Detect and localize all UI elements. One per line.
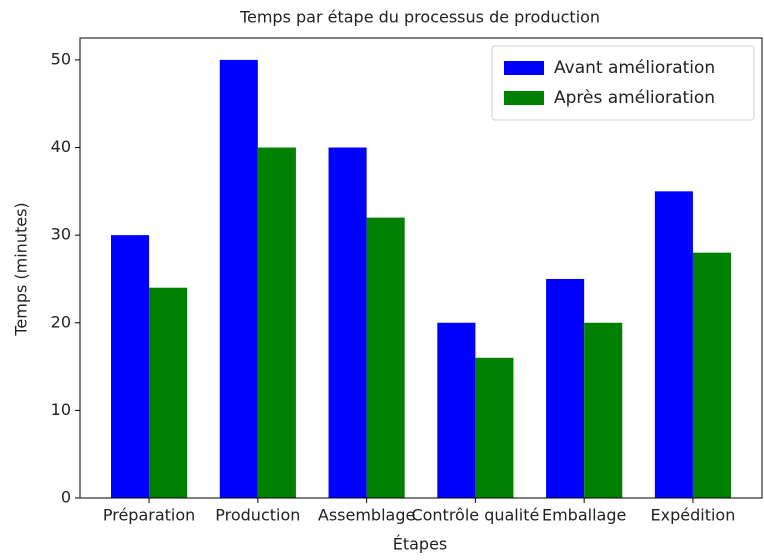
x-tick-label: Contrôle qualité (411, 506, 539, 525)
plot-frame (79, 37, 763, 499)
bar (546, 278, 585, 498)
bar (654, 191, 693, 499)
y-tick-label: 0 (61, 488, 71, 507)
legend-box (491, 45, 755, 121)
y-tick-label: 40 (51, 137, 71, 156)
y-tick-label: 10 (51, 400, 71, 419)
x-tick-label: Emballage (542, 506, 626, 525)
x-tick-label: Expédition (651, 506, 736, 525)
bar (692, 252, 731, 498)
x-tick-label: Préparation (103, 506, 195, 525)
y-axis-label: Temps (minutes) (12, 202, 31, 336)
bar (219, 59, 258, 499)
bar (149, 287, 188, 498)
bar (366, 217, 405, 498)
bar (437, 322, 476, 498)
bar (475, 357, 514, 498)
legend-label: Avant amélioration (554, 58, 715, 78)
bar (257, 147, 296, 498)
legend-swatch (504, 61, 544, 75)
x-tick-label: Assemblage (318, 506, 415, 525)
x-axis-label: Étapes (393, 535, 448, 554)
y-tick-label: 20 (51, 312, 71, 331)
y-tick-label: 50 (51, 49, 71, 68)
legend-swatch (504, 91, 544, 105)
x-tick-label: Production (215, 506, 300, 525)
bar (584, 322, 623, 498)
legend-label: Après amélioration (554, 88, 715, 108)
bar (111, 235, 150, 498)
bar (328, 147, 367, 498)
y-tick-label: 30 (51, 225, 71, 244)
chart-title: Temps par étape du processus de producti… (239, 8, 600, 27)
